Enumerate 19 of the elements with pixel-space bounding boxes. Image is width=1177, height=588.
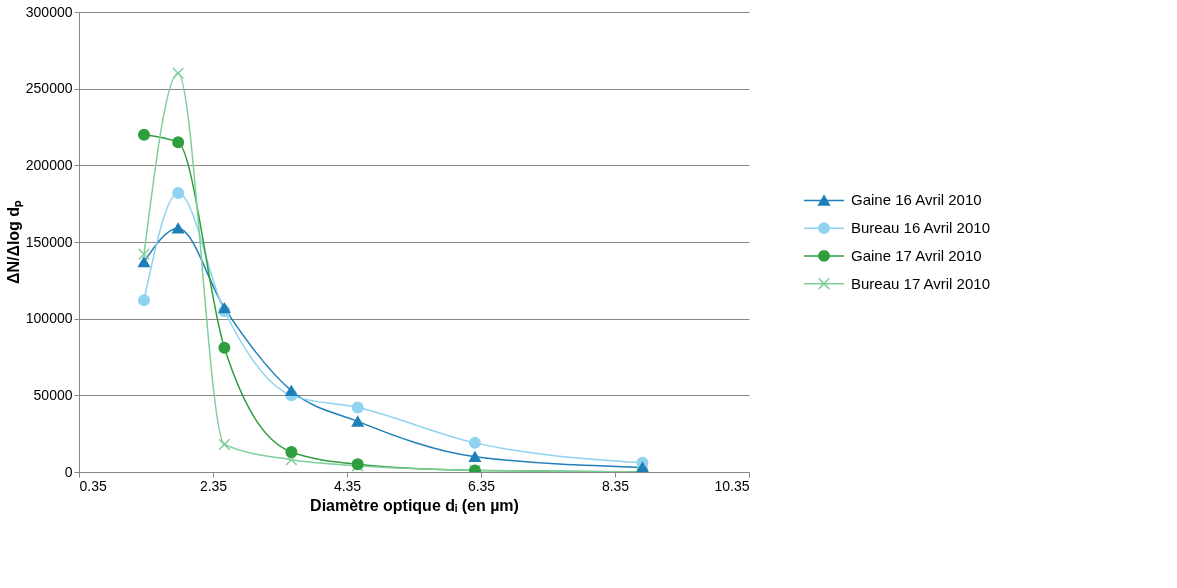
- y-tick-label: 0: [64, 463, 73, 480]
- y-tick-label: 150000: [25, 233, 73, 250]
- y-tick-label: 250000: [25, 80, 73, 97]
- x-tick-label: 0.35: [79, 477, 107, 494]
- x-tick-label: 4.35: [333, 477, 362, 494]
- legend-label: Bureau 16 Avril 2010: [851, 219, 990, 237]
- y-tick-label: 100000: [25, 310, 73, 327]
- legend-label: Bureau 17 Avril 2010: [851, 274, 990, 292]
- x-axis-title: Diamètre optique dᵢ (en µm): [310, 496, 519, 514]
- legend-label: Gaine 16 Avril 2010: [851, 191, 982, 209]
- x-tick-label: 10.35: [714, 477, 750, 494]
- x-tick-label: 8.35: [601, 477, 630, 494]
- x-tick-label: 2.35: [199, 477, 228, 494]
- y-axis-title: ΔN/Δlog dₚ: [4, 199, 24, 285]
- legend-label: Gaine 17 Avril 2010: [851, 246, 982, 264]
- y-tick-label: 300000: [25, 3, 73, 20]
- y-tick-label: 200000: [25, 156, 73, 173]
- y-tick-label: 50000: [33, 386, 73, 403]
- x-tick-label: 6.35: [467, 477, 496, 494]
